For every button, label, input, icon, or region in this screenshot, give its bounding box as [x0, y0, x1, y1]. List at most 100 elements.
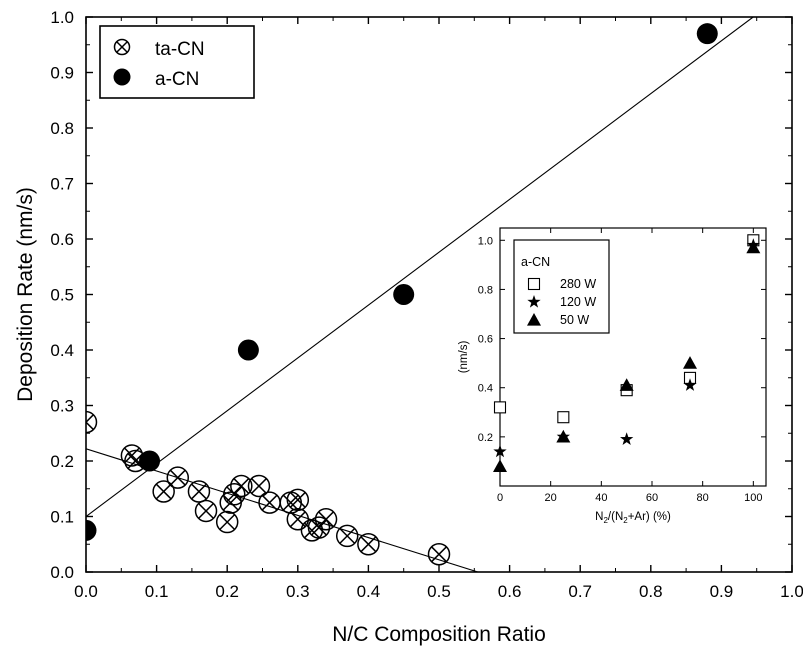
- inset-legend: a-CN 280 W 120 W 50 W: [513, 239, 610, 334]
- y-tick-label: 0.3: [50, 397, 74, 416]
- marker-circle: [215, 510, 239, 534]
- marker-circle: [335, 524, 359, 548]
- marker-circle: [357, 533, 380, 556]
- ta-cn-point: [230, 474, 253, 498]
- marker-cross-b: [219, 513, 236, 531]
- marker-cross-b: [222, 494, 239, 511]
- x-tick-label: 0.9: [710, 582, 734, 601]
- inset-x-axis-title-part: +Ar) (%): [628, 511, 671, 523]
- inset-x-axis-title-part: 2: [623, 516, 628, 525]
- inset-y-tick-label: 0.4: [478, 383, 493, 395]
- a-cn-point: [86, 519, 97, 541]
- ta-cn-point: [194, 499, 218, 523]
- inset-legend-label: 120 W: [560, 295, 596, 309]
- inset-legend-marker-star: [527, 295, 541, 308]
- ta-cn-point: [187, 480, 211, 503]
- marker-circle: [86, 410, 98, 434]
- main-data-area: [86, 17, 754, 572]
- y-tick-label: 0.4: [50, 341, 74, 360]
- legend-ta-cn-label: ta-CN: [155, 39, 205, 60]
- marker-circle: [152, 480, 175, 503]
- marker-cross-a: [86, 421, 95, 431]
- ta-cn-point: [86, 410, 98, 434]
- x-tick-label: 0.2: [215, 582, 239, 601]
- y-tick-label: 0.0: [50, 563, 74, 582]
- marker-cross-b: [190, 483, 208, 500]
- marker-circle: [307, 516, 331, 539]
- marker-cross-b: [289, 511, 306, 528]
- marker-circle: [166, 466, 190, 489]
- inset-legend-label: 280 W: [560, 277, 596, 291]
- y-tick-label: 0.2: [50, 452, 74, 471]
- marker-circle: [230, 474, 253, 498]
- marker-circle: [113, 38, 131, 56]
- y-tick-label: 1.0: [50, 8, 74, 27]
- inset-legend-marker-filled-triangle: [527, 313, 541, 326]
- inset-y-tick-label: 0.2: [478, 432, 493, 444]
- ta-cn-point: [152, 480, 175, 503]
- inset-y-axis-title: (nm/s): [458, 341, 470, 374]
- inset-legend-label: 50 W: [560, 313, 589, 327]
- inset-point-star: [683, 378, 697, 391]
- inset-point-filled-triangle: [493, 459, 507, 472]
- ta-cn-point: [215, 510, 239, 534]
- marker-cross-b: [289, 491, 306, 508]
- y-tick-label: 0.8: [50, 119, 74, 138]
- marker-cross-b: [169, 469, 186, 486]
- inset-y-tick-label: 1.0: [478, 235, 493, 247]
- inset-x-tick-label: 40: [595, 492, 607, 504]
- marker-circle: [223, 483, 246, 506]
- marker-cross-b: [317, 511, 335, 528]
- marker-cross-b: [116, 41, 128, 53]
- x-axis-title: N/C Composition Ratio: [332, 623, 546, 646]
- inset-x-tick-label: 20: [545, 492, 557, 504]
- marker-cross-b: [86, 414, 95, 424]
- marker-cross-b: [233, 477, 250, 495]
- a-cn-point: [139, 450, 161, 472]
- inset-x-axis-title: N2/(N2+Ar) (%): [595, 511, 671, 525]
- ta-cn-point: [258, 491, 281, 514]
- legend-box: [99, 25, 255, 99]
- marker-circle: [286, 488, 310, 512]
- x-tick-label: 0.6: [498, 582, 522, 601]
- x-tick-label: 0.7: [568, 582, 592, 601]
- marker-circle: [314, 508, 338, 531]
- y-tick-label: 0.7: [50, 175, 74, 194]
- marker-circle: [286, 508, 310, 531]
- inset-legend-marker-open-square: [527, 277, 541, 291]
- y-tick-label: 0.5: [50, 286, 74, 305]
- inset-y-tick-label: 0.6: [478, 334, 493, 346]
- marker-cross-b: [360, 536, 377, 553]
- marker-circle: [247, 474, 271, 498]
- a-cn-point: [393, 284, 415, 305]
- x-tick-label: 0.8: [639, 582, 663, 601]
- y-tick-label: 0.1: [50, 508, 74, 527]
- inset-x-tick-label: 0: [497, 492, 503, 504]
- marker-cross-b: [261, 494, 278, 511]
- inset-point-star: [493, 444, 507, 458]
- ta-cn-point: [314, 508, 338, 531]
- inset-x-axis-title-part: 2: [603, 516, 608, 525]
- marker-cross-b: [155, 483, 172, 500]
- x-tick-label: 0.5: [427, 582, 451, 601]
- inset-x-tick-label: 60: [646, 492, 658, 504]
- marker-circle: [187, 480, 211, 503]
- inset-x-tick-label: 80: [697, 492, 709, 504]
- ta-cn-point: [427, 542, 451, 566]
- inset-point-open-square: [557, 411, 570, 424]
- inset-x-axis-title-part: /(N: [608, 511, 623, 523]
- marker-cross-b: [339, 527, 356, 545]
- x-tick-label: 0.3: [286, 582, 310, 601]
- inset-legend-title: a-CN: [521, 255, 550, 269]
- x-tick-label: 0.4: [357, 582, 381, 601]
- x-tick-label: 0.1: [145, 582, 169, 601]
- ta-cn-point: [286, 508, 310, 531]
- marker-cross-b: [250, 477, 268, 495]
- y-axis-title: Deposition Rate (nm/s): [14, 187, 37, 402]
- marker-circle: [194, 499, 218, 523]
- inset-point-filled-triangle: [619, 378, 634, 391]
- inset-point-filled-triangle: [683, 356, 697, 369]
- fit-line: [86, 17, 754, 517]
